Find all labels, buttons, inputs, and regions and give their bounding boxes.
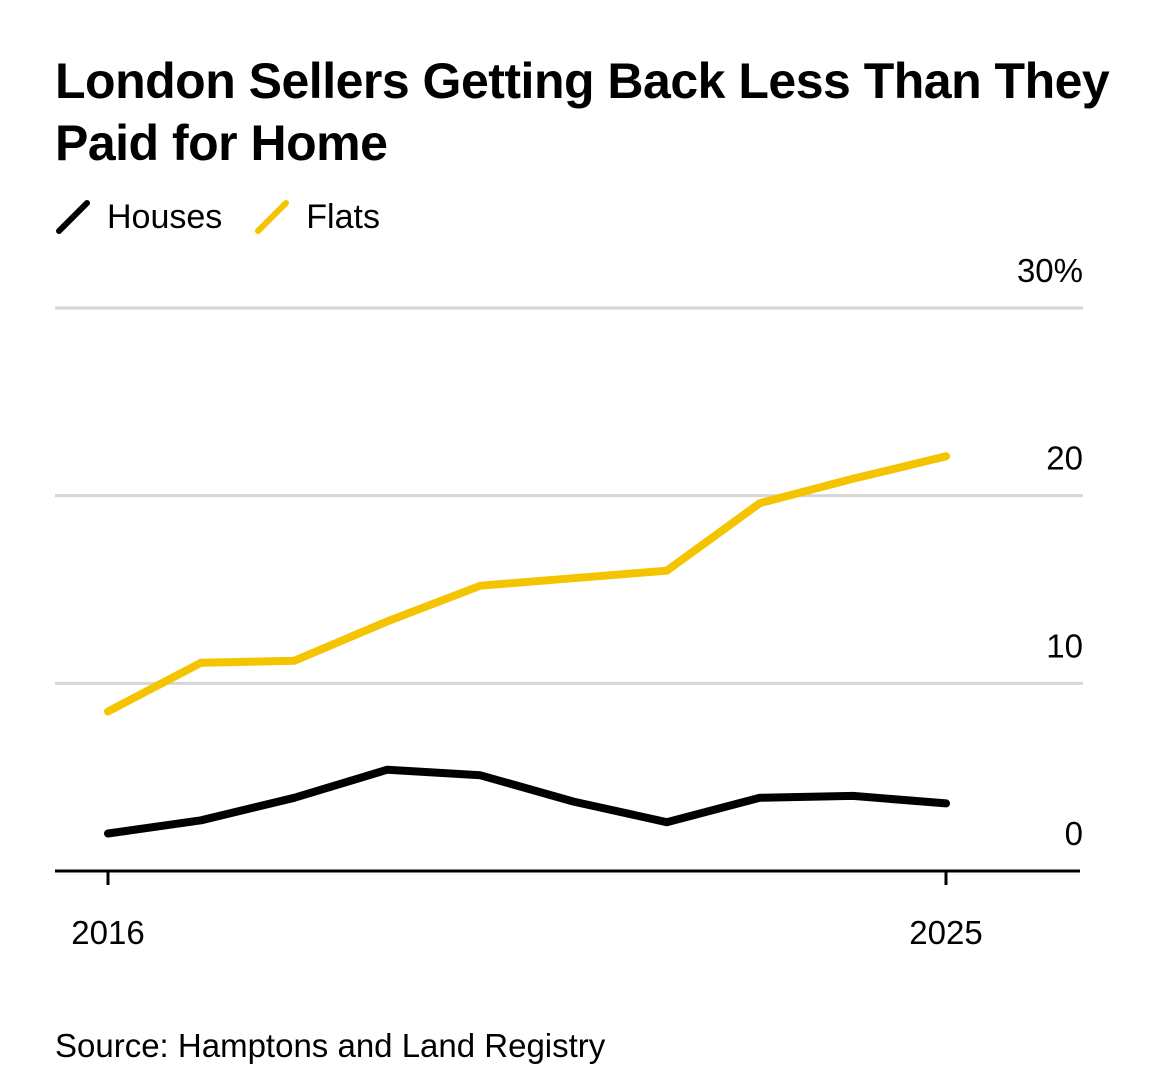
y-tick-label-10: 10 <box>1046 627 1083 664</box>
legend-label-flats: Flats <box>306 197 380 236</box>
x-axis <box>55 869 1080 885</box>
legend-swatch-houses <box>56 200 90 234</box>
y-tick-label-30: 30% <box>1017 252 1083 289</box>
y-tick-label-0: 0 <box>1065 815 1083 852</box>
legend-label-houses: Houses <box>107 197 223 236</box>
series-line-houses <box>104 765 950 838</box>
chart-title: London Sellers Getting Back Less Than Th… <box>55 53 1110 171</box>
legend-item-flats: Flats <box>254 198 380 237</box>
legend-swatch-flats <box>255 200 290 234</box>
y-axis-tick-labels: 0 10 20 30% <box>1017 252 1083 852</box>
series-lines <box>104 452 950 838</box>
legend-item-houses: Houses <box>55 198 222 237</box>
source-note: Source: Hamptons and Land Registry <box>55 1027 606 1064</box>
x-tick-label-2016: 2016 <box>71 914 144 951</box>
gridlines <box>55 306 1083 685</box>
legend: Houses Flats <box>55 196 412 238</box>
x-axis-tick-labels: 2016 2025 <box>71 914 982 951</box>
series-line-flats <box>104 452 950 716</box>
y-tick-label-20: 20 <box>1046 440 1083 477</box>
x-tick-label-2025: 2025 <box>909 914 982 951</box>
